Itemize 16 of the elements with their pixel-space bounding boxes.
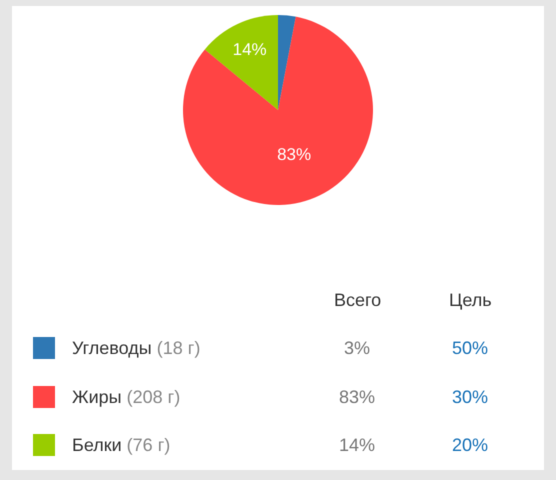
text: 14%	[339, 435, 376, 455]
pie-slice	[183, 16, 373, 205]
text: 30%	[452, 387, 488, 407]
text: 83%	[339, 387, 376, 407]
data-label: 83%	[277, 145, 312, 164]
text: Всего	[334, 290, 382, 310]
pie-slice	[204, 15, 278, 110]
data-label: 14%	[232, 40, 267, 60]
legend-label: Жиры (208 г)	[72, 387, 180, 407]
text: 20%	[452, 435, 488, 455]
pie-slice	[278, 15, 296, 110]
legend-label: Углеводы (18 г)	[72, 338, 200, 358]
text: 50%	[452, 338, 488, 358]
text: Цель	[449, 290, 492, 310]
data-label: 3%	[344, 338, 370, 358]
legend-label: Белки (76 г)	[72, 435, 170, 455]
